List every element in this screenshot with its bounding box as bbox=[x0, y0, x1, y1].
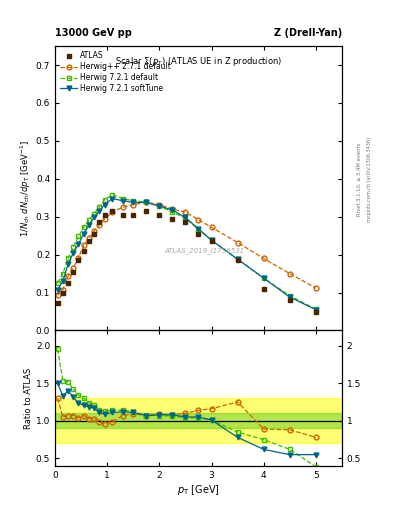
Text: Z (Drell-Yan): Z (Drell-Yan) bbox=[274, 28, 342, 38]
Text: mcplots.cern.ch [arXiv:1306.3436]: mcplots.cern.ch [arXiv:1306.3436] bbox=[367, 137, 372, 222]
Bar bbox=[55, 413, 342, 429]
Y-axis label: Ratio to ATLAS: Ratio to ATLAS bbox=[24, 368, 33, 429]
Y-axis label: $1/N_\mathrm{ch}\;dN_\mathrm{ch}/dp_\mathrm{T}$ [GeV$^{-1}$]: $1/N_\mathrm{ch}\;dN_\mathrm{ch}/dp_\mat… bbox=[18, 140, 33, 237]
Text: Scalar $\Sigma(p_\mathrm{T})$ (ATLAS UE in Z production): Scalar $\Sigma(p_\mathrm{T})$ (ATLAS UE … bbox=[115, 55, 282, 68]
Bar bbox=[55, 398, 342, 443]
Legend: ATLAS, Herwig++ 2.7.1 default, Herwig 7.2.1 default, Herwig 7.2.1 softTune: ATLAS, Herwig++ 2.7.1 default, Herwig 7.… bbox=[59, 50, 173, 95]
Text: 13000 GeV pp: 13000 GeV pp bbox=[55, 28, 132, 38]
Text: ATLAS_2019_I1736531: ATLAS_2019_I1736531 bbox=[164, 247, 244, 254]
X-axis label: $p_\mathrm{T}$ [GeV]: $p_\mathrm{T}$ [GeV] bbox=[177, 482, 220, 497]
Text: Rivet 3.1.10, ≥ 3.4M events: Rivet 3.1.10, ≥ 3.4M events bbox=[357, 142, 362, 216]
